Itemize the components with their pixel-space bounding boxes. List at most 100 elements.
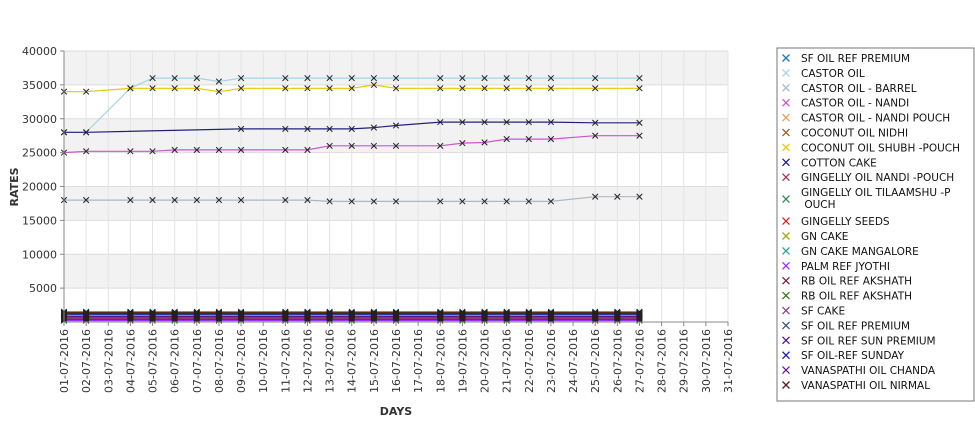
data-point-marker — [149, 74, 156, 82]
x-tick-label: 21-07-2016 — [501, 329, 514, 393]
y-tick-label: 5000 — [29, 282, 57, 295]
data-point-marker — [547, 311, 555, 318]
y-tick-label: 20000 — [22, 181, 57, 194]
legend-marker — [782, 276, 790, 285]
data-point-marker — [392, 316, 400, 323]
x-tick-label: 14-07-2016 — [346, 329, 359, 393]
data-point-marker — [326, 316, 333, 323]
data-point-marker — [592, 119, 599, 126]
data-point-marker — [215, 311, 223, 318]
data-point-marker — [215, 88, 223, 95]
data-point-marker — [127, 85, 134, 92]
data-point-marker — [370, 81, 378, 89]
data-point-marker — [149, 85, 156, 92]
x-tick-label: 29-07-2016 — [678, 329, 691, 393]
data-point-marker — [459, 198, 466, 205]
data-point-marker — [171, 146, 178, 154]
data-point-marker — [592, 316, 599, 323]
data-point-marker — [326, 311, 333, 318]
data-point-marker — [614, 309, 621, 317]
data-point-marker — [525, 311, 532, 318]
legend-label: COCONUT OIL NIDHI — [801, 128, 908, 140]
data-point-marker — [459, 118, 466, 126]
data-point-marker — [459, 74, 466, 82]
data-point-marker — [193, 74, 200, 82]
x-tick-label: 10-07-2016 — [257, 329, 270, 393]
data-point-marker — [503, 198, 510, 205]
legend-label: PALM REF JYOTHI — [801, 261, 890, 273]
data-point-marker — [237, 74, 245, 82]
data-point-marker — [237, 125, 245, 133]
data-point-marker — [282, 85, 289, 92]
data-point-marker — [237, 316, 245, 323]
data-point-marker — [547, 309, 555, 317]
data-point-marker — [171, 196, 178, 204]
data-point-marker — [370, 142, 378, 150]
y-tick-label: 40000 — [22, 45, 57, 58]
data-point-marker — [215, 309, 223, 317]
data-point-marker — [237, 146, 245, 154]
data-point-marker — [82, 309, 90, 317]
data-point-marker — [614, 193, 621, 200]
data-point-marker — [525, 316, 532, 323]
data-point-marker — [215, 146, 223, 154]
data-point-marker — [636, 311, 643, 318]
x-tick-label: 28-07-2016 — [656, 329, 669, 393]
data-point-marker — [326, 74, 333, 82]
data-point-marker — [525, 118, 532, 126]
data-point-marker — [392, 309, 400, 317]
legend-label: SF CAKE — [801, 306, 845, 318]
data-point-marker — [304, 311, 311, 318]
data-point-marker — [193, 146, 200, 154]
data-point-marker — [304, 74, 311, 82]
legend-label: RB OIL REF AKSHATH — [801, 276, 912, 288]
legend-label: CASTOR OIL - BARREL — [801, 83, 917, 95]
data-point-marker — [304, 316, 311, 323]
data-point-marker — [127, 316, 134, 323]
y-tick-label: 35000 — [22, 79, 57, 92]
legend-marker — [782, 336, 790, 345]
legend-marker — [782, 83, 790, 92]
data-point-marker — [149, 196, 156, 204]
data-point-marker — [636, 132, 643, 139]
data-point-marker — [171, 311, 178, 318]
legend-label: GINGELLY OIL TILAAMSHU -P OUCH — [801, 187, 951, 211]
data-point-marker — [459, 85, 466, 92]
data-point-marker — [392, 85, 400, 92]
legend-marker — [782, 173, 790, 182]
legend-marker — [782, 246, 790, 255]
data-point-marker — [171, 85, 178, 92]
data-point-marker — [127, 309, 134, 317]
data-point-marker — [215, 196, 223, 204]
series-line — [63, 135, 640, 154]
data-point-marker — [370, 198, 378, 205]
x-tick-label: 06-07-2016 — [169, 329, 182, 393]
legend-marker — [782, 98, 790, 107]
data-point-marker — [215, 316, 223, 323]
data-point-marker — [127, 196, 134, 204]
legend-marker — [782, 261, 790, 270]
data-point-marker — [437, 198, 444, 205]
x-tick-label: 03-07-2016 — [102, 329, 115, 393]
data-point-marker — [282, 309, 289, 317]
data-point-marker — [525, 198, 532, 205]
legend-label: SF OIL REF PREMIUM — [801, 53, 910, 65]
data-point-marker — [481, 118, 488, 126]
data-point-marker — [636, 309, 643, 317]
x-tick-label: 31-07-2016 — [722, 329, 735, 393]
data-point-marker — [437, 142, 444, 150]
data-point-marker — [392, 122, 400, 129]
x-tick-label: 19-07-2016 — [456, 329, 469, 393]
x-tick-label: 07-07-2016 — [191, 329, 204, 393]
x-tick-label: 16-07-2016 — [390, 329, 403, 393]
data-point-marker — [282, 74, 289, 82]
legend-marker — [782, 217, 790, 226]
data-point-marker — [459, 311, 466, 318]
series-markers — [60, 74, 643, 324]
data-point-marker — [525, 74, 532, 82]
data-point-marker — [326, 198, 333, 205]
x-tick-label: 26-07-2016 — [611, 329, 624, 393]
x-tick-label: 08-07-2016 — [213, 329, 226, 393]
data-point-marker — [392, 74, 400, 82]
